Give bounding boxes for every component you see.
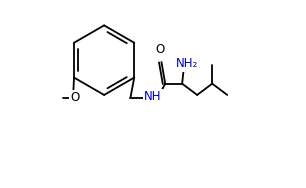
Text: O: O xyxy=(70,91,80,104)
Text: NH₂: NH₂ xyxy=(176,57,198,70)
Text: O: O xyxy=(155,43,164,56)
Text: NH: NH xyxy=(144,90,162,103)
